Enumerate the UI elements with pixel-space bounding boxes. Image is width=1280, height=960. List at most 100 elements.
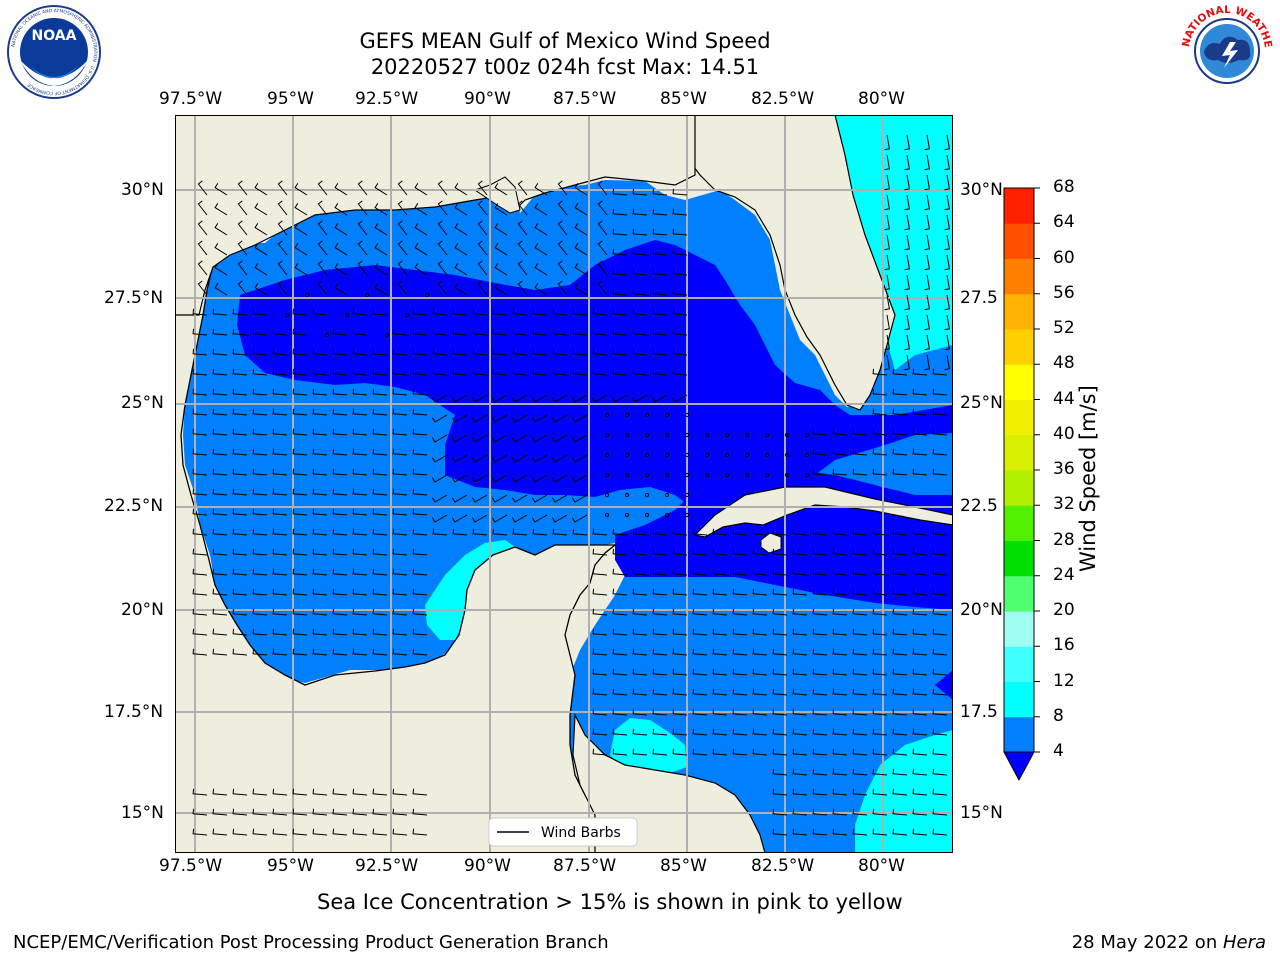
wind-barb <box>332 828 348 836</box>
wind-barb <box>852 428 868 436</box>
wind-barb <box>312 828 328 836</box>
wind-barb <box>912 788 928 796</box>
wind-barb <box>932 388 948 396</box>
wind-barb <box>252 528 268 536</box>
wind-barb <box>672 748 688 756</box>
wind-barb <box>692 568 708 576</box>
wind-barb <box>732 608 748 616</box>
wind-barb <box>392 468 408 476</box>
wind-barb <box>252 508 268 516</box>
wind-barb <box>272 628 288 636</box>
wind-barb <box>557 180 568 196</box>
calm-marker <box>664 512 670 518</box>
calm-marker <box>624 472 630 478</box>
wind-barb <box>772 768 788 776</box>
wind-barb <box>612 708 628 716</box>
wind-barb <box>472 328 488 336</box>
wind-barb <box>392 628 408 636</box>
wind-barb <box>732 688 748 696</box>
wind-barb <box>252 428 268 436</box>
footer-date: 28 May 2022 on Hera <box>1072 932 1266 953</box>
wind-barb <box>392 568 408 576</box>
gulf-calm-zone-north <box>237 240 953 510</box>
wind-barb <box>832 748 848 756</box>
calm-marker <box>644 452 650 458</box>
wind-barb <box>272 448 288 456</box>
colorbar-tick-label: 40 <box>1053 423 1075 444</box>
wind-barb <box>892 668 908 676</box>
wind-barb <box>412 628 428 636</box>
wind-barb <box>452 528 468 536</box>
wind-barb <box>517 220 528 236</box>
lat-tick-right: 17.5 <box>960 702 998 722</box>
colorbar-segment <box>1004 258 1034 295</box>
wind-barb <box>352 428 368 436</box>
colorbar-tick-label: 28 <box>1053 529 1075 550</box>
calm-marker <box>724 452 730 458</box>
wind-barb <box>232 608 248 616</box>
wind-barb <box>772 608 788 616</box>
wind-barb <box>872 368 888 376</box>
wind-barb <box>492 368 508 376</box>
wind-barb <box>374 263 388 276</box>
wind-barb <box>632 628 648 636</box>
wind-barb <box>932 548 948 556</box>
wind-barbs-layer <box>192 134 950 836</box>
wind-barb <box>471 474 488 483</box>
map-gridlines <box>175 115 953 853</box>
wind-barb <box>772 748 788 756</box>
map-subtitle: 20220527 t00z 024h fcst Max: 14.51 <box>370 55 760 79</box>
wind-barb <box>732 708 748 716</box>
wind-barb <box>632 228 648 236</box>
wind-barb <box>812 808 828 816</box>
calm-marker <box>604 432 610 438</box>
wind-barb <box>912 388 928 396</box>
wind-barb <box>832 728 848 736</box>
wind-barb <box>212 528 228 536</box>
wind-barb <box>254 283 268 296</box>
wind-barb <box>332 468 348 476</box>
wind-barb <box>412 568 428 576</box>
wind-barb <box>852 548 868 556</box>
wind-barb <box>272 788 288 796</box>
wind-barb <box>892 648 908 656</box>
wind-barb <box>652 628 668 636</box>
calm-marker <box>704 472 710 478</box>
wind-barb <box>812 768 828 776</box>
wind-barb <box>511 454 528 463</box>
wind-barb <box>252 468 268 476</box>
wind-barb <box>372 648 388 656</box>
wind-barb <box>652 748 668 756</box>
wind-barb <box>437 220 448 236</box>
wind-barb <box>272 328 288 336</box>
wind-barb <box>392 348 408 356</box>
wind-barb <box>531 454 548 463</box>
wind-barb <box>912 828 928 836</box>
calm-marker <box>624 432 630 438</box>
legend-label: Wind Barbs <box>541 825 621 841</box>
wind-barb <box>352 448 368 456</box>
wind-barb <box>932 628 948 636</box>
wind-barb <box>904 334 910 351</box>
wind-barb <box>334 263 348 276</box>
wind-barb <box>392 548 408 556</box>
wind-barb <box>534 283 548 296</box>
wind-barb <box>852 468 868 476</box>
wind-barb <box>352 468 368 476</box>
wind-barb <box>852 708 868 716</box>
wind-barb <box>552 328 568 336</box>
wind-barb <box>932 748 948 756</box>
colorbar-title: Wind Speed [m/s] <box>1076 385 1100 572</box>
wind-barb <box>932 768 948 776</box>
wind-barb <box>852 788 868 796</box>
wind-barb <box>592 308 608 316</box>
wind-barb <box>872 828 888 836</box>
wind-barb <box>492 308 508 316</box>
wind-barb <box>534 183 548 196</box>
wind-barb <box>212 348 228 356</box>
wind-barb <box>531 474 548 483</box>
wind-barb <box>252 488 268 496</box>
lat-tick-right: 15°N <box>960 803 1003 823</box>
wind-barb <box>491 394 508 403</box>
wind-barb <box>672 728 688 736</box>
